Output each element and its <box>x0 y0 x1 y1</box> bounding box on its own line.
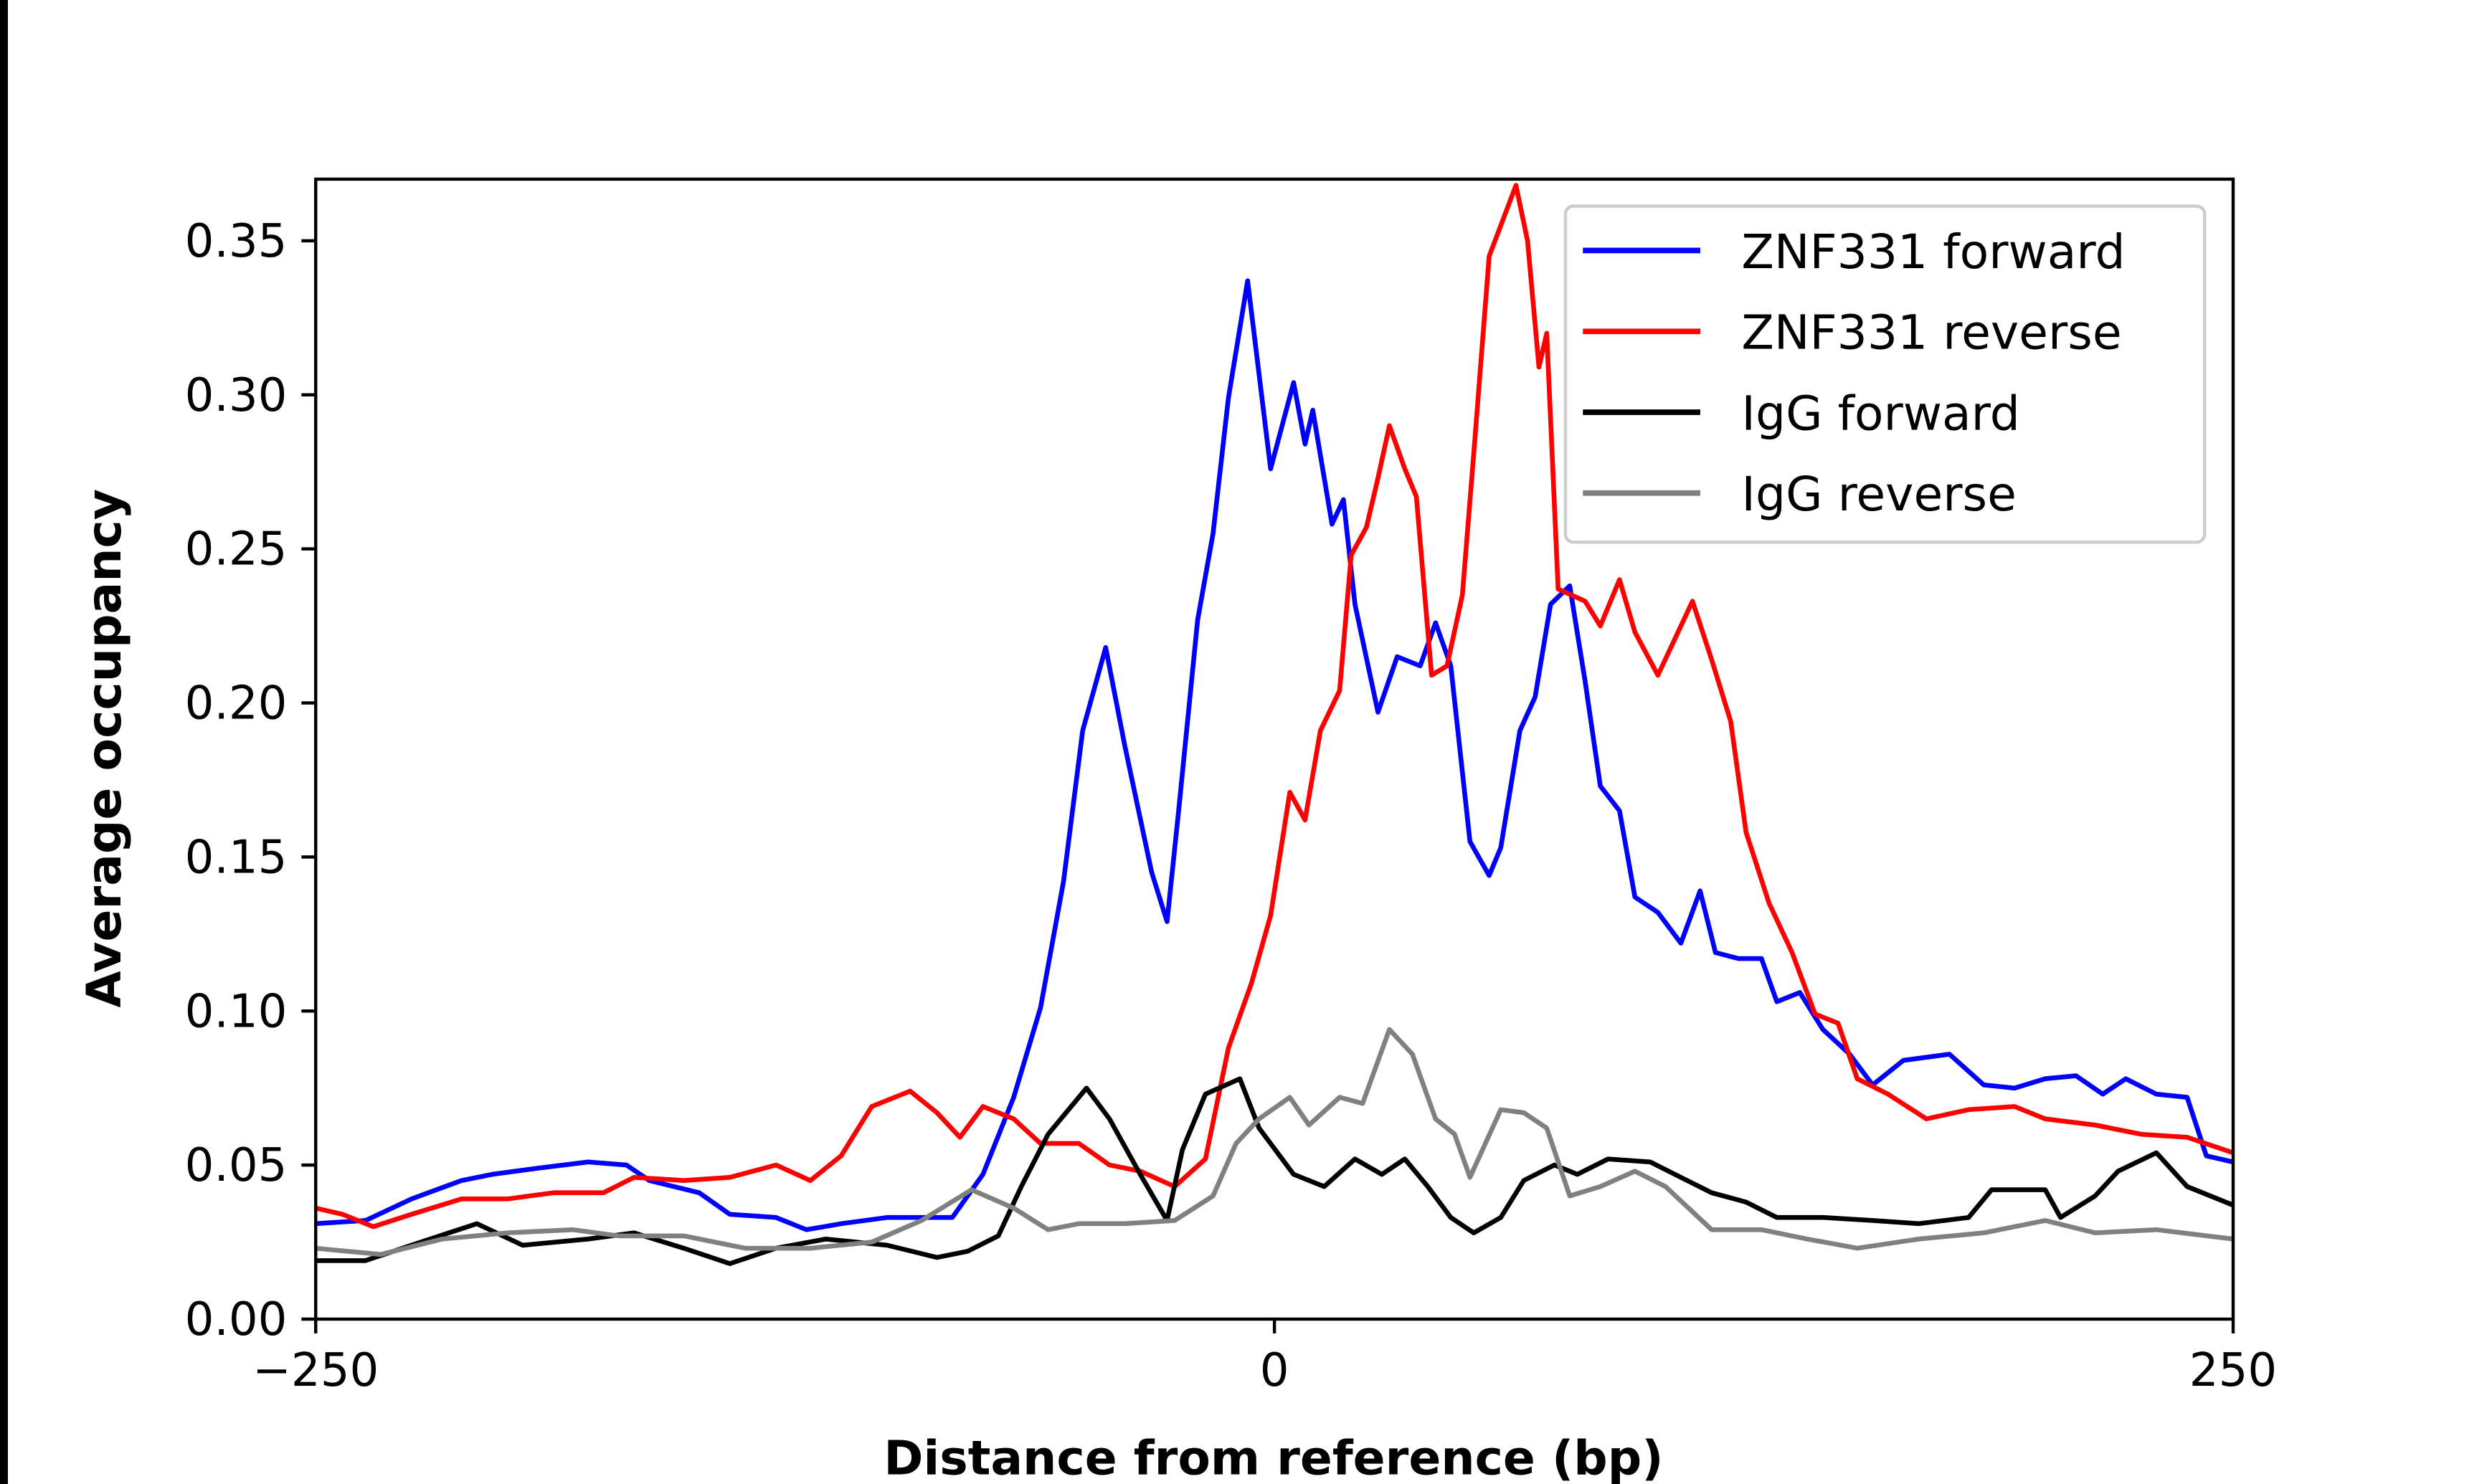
series-line-znf331-reverse <box>315 183 2235 1229</box>
legend-label: IgG forward <box>1741 385 2019 441</box>
series-line-znf331-forward <box>316 278 2234 1232</box>
y-tick-label: 0.00 <box>185 1293 288 1346</box>
legend-label: ZNF331 forward <box>1741 224 2125 280</box>
y-tick-label: 0.15 <box>185 830 288 884</box>
x-axis: −250 0 250 <box>252 1319 2277 1397</box>
legend-box <box>1563 204 2207 544</box>
x-tick-label: 0 <box>1260 1343 1289 1397</box>
y-tick-label: 0.20 <box>185 677 288 731</box>
y-tick-label: 0.05 <box>185 1138 288 1192</box>
legend-label: ZNF331 reverse <box>1741 305 2121 361</box>
x-tick-label: 250 <box>2189 1343 2277 1397</box>
y-tick-label: 0.30 <box>185 368 288 422</box>
y-tick-label: 0.35 <box>185 214 288 268</box>
y-tick-label: 0.10 <box>185 984 288 1038</box>
x-tick-label: −250 <box>252 1343 379 1397</box>
y-axis: 0.00 0.05 0.10 0.15 0.20 0.25 0.30 0.35 <box>185 214 316 1346</box>
legend-label: IgG reverse <box>1741 466 2016 522</box>
left-border <box>0 0 8 1484</box>
legend: ZNF331 forward ZNF331 reverse IgG forward I… <box>1563 204 2207 544</box>
y-tick-label: 0.25 <box>185 523 288 576</box>
series-line-igg-reverse <box>315 1027 2234 1257</box>
x-axis-label: Distance from reference (bp) <box>884 1430 1663 1484</box>
y-axis-label: Average occupancy <box>76 489 132 1008</box>
series-lines <box>315 183 2235 1266</box>
